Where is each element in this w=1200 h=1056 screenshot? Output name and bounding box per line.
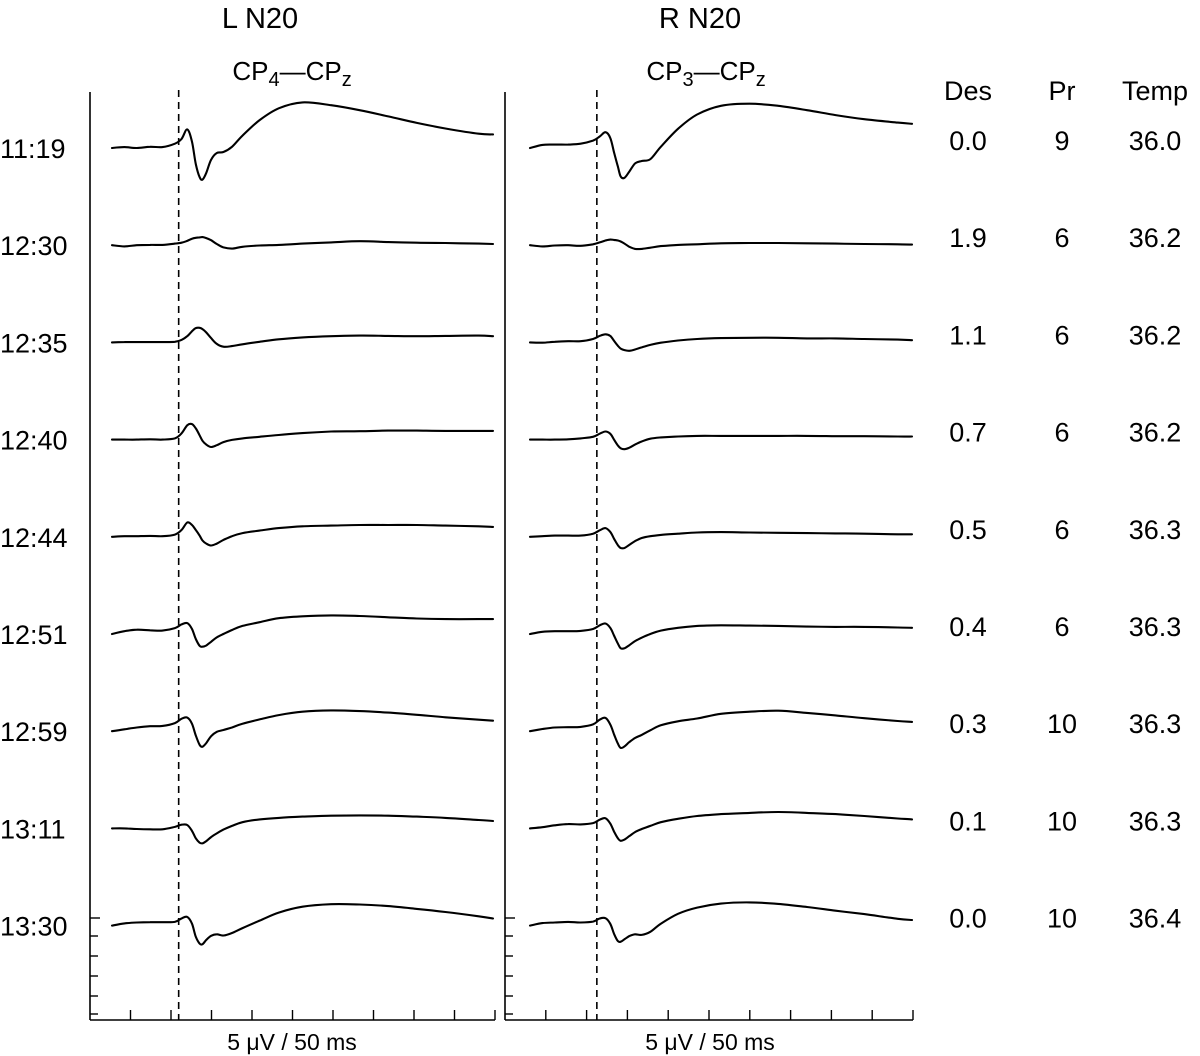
left-trace-12:51 — [110, 614, 495, 648]
right-trace-12:30 — [528, 238, 914, 251]
temp-value: 36.3 — [1129, 515, 1182, 545]
des-value: 0.1 — [949, 806, 987, 836]
left-panel-frame — [89, 92, 495, 1021]
pr-value: 9 — [1054, 126, 1069, 156]
time-label: 12:51 — [0, 620, 68, 650]
column-header-pr: Pr — [1049, 76, 1076, 106]
temp-value: 36.2 — [1129, 223, 1182, 253]
right-trace-12:51 — [528, 622, 914, 650]
pr-value: 10 — [1047, 806, 1077, 836]
des-value: 0.0 — [949, 126, 987, 156]
time-label: 13:30 — [0, 912, 68, 942]
right-panel-frame — [504, 92, 913, 1021]
left-montage-label: CP4—CPz — [232, 56, 351, 91]
pr-value: 6 — [1054, 612, 1069, 642]
temp-value: 36.4 — [1129, 904, 1182, 934]
time-label: 11:19 — [0, 134, 66, 164]
left-trace-12:44 — [110, 521, 495, 547]
left-trace-12:30 — [110, 236, 495, 250]
right-trace-12:44 — [528, 527, 914, 550]
left-panel-title: L N20 — [222, 3, 298, 35]
left-trace-12:59 — [110, 709, 495, 748]
column-header-des: Des — [944, 76, 992, 106]
pr-value: 6 — [1054, 418, 1069, 448]
pr-value: 10 — [1047, 709, 1077, 739]
right-trace-13:11 — [528, 810, 914, 842]
trace-group — [110, 101, 914, 946]
right-montage-label: CP3—CPz — [646, 56, 765, 91]
column-header-temp: Temp — [1122, 76, 1188, 106]
temp-value: 36.3 — [1129, 709, 1182, 739]
right-trace-11:19 — [528, 102, 914, 180]
temp-value: 36.3 — [1129, 612, 1182, 642]
time-label: 12:30 — [0, 231, 68, 261]
time-label: 12:35 — [0, 328, 68, 358]
left-trace-13:11 — [110, 814, 495, 845]
left-trace-12:35 — [110, 326, 495, 348]
des-value: 1.9 — [949, 223, 987, 253]
temp-value: 36.3 — [1129, 806, 1182, 836]
time-labels: 11:19 12:30 12:35 12:40 12:44 12:51 12:59 13:11… — [0, 134, 68, 942]
des-value: 0.7 — [949, 418, 987, 448]
stats-table: 0.0 9 36.0 1.9 6 36.2 1.1 6 36.2 0.7 6 36.2 0.5 6 36.3… — [949, 126, 1181, 934]
right-scale-label: 5 μV / 50 ms — [645, 1029, 775, 1055]
left-trace-13:30 — [110, 902, 495, 946]
right-trace-12:35 — [528, 333, 914, 352]
temp-value: 36.0 — [1129, 126, 1182, 156]
left-scale-label: 5 μV / 50 ms — [227, 1029, 357, 1055]
des-value: 0.3 — [949, 709, 987, 739]
des-value: 0.5 — [949, 515, 987, 545]
left-trace-11:19 — [110, 101, 495, 181]
des-value: 1.1 — [949, 320, 987, 350]
temp-value: 36.2 — [1129, 418, 1182, 448]
right-trace-12:40 — [528, 430, 914, 451]
des-value: 0.4 — [949, 612, 987, 642]
time-label: 13:11 — [0, 814, 66, 844]
temp-value: 36.2 — [1129, 320, 1182, 350]
des-value: 0.0 — [949, 904, 987, 934]
time-label: 12:59 — [0, 717, 68, 747]
pr-value: 6 — [1054, 320, 1069, 350]
stimulus-markers — [177, 90, 598, 1020]
pr-value: 10 — [1047, 904, 1077, 934]
right-trace-12:59 — [528, 709, 914, 750]
right-trace-13:30 — [528, 901, 914, 944]
left-trace-12:40 — [110, 422, 495, 449]
right-panel-title: R N20 — [659, 3, 741, 35]
pr-value: 6 — [1054, 515, 1069, 545]
time-label: 12:44 — [0, 523, 68, 553]
pr-value: 6 — [1054, 223, 1069, 253]
axis-ticks — [90, 917, 914, 1020]
time-label: 12:40 — [0, 426, 68, 456]
